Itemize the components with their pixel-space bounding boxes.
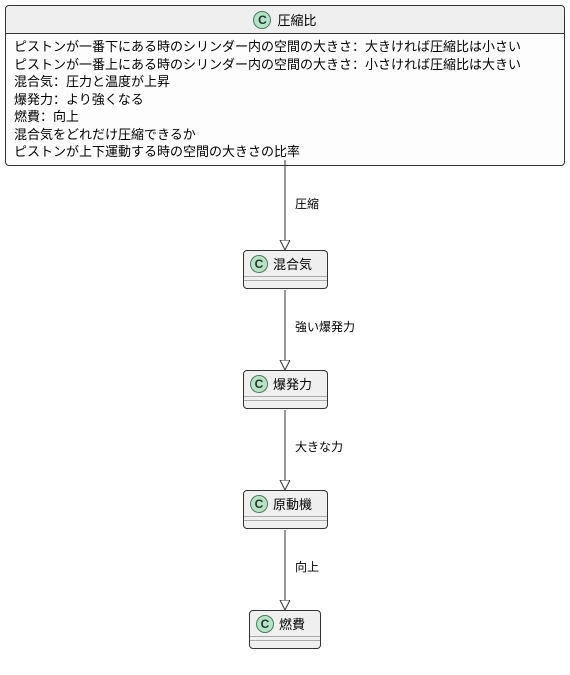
edge-label-2: 大きな力 [295, 438, 343, 455]
class-node-main: C 圧縮比 ピストンが一番下にある時のシリンダー内の空間の大きさ：大きければ圧縮… [5, 5, 565, 166]
class-icon: C [250, 255, 268, 273]
class-node-main-title: 圧縮比 [277, 10, 316, 29]
class-node-n2-title: 爆発力 [273, 374, 312, 393]
class-node-n3-header: C 原動機 [244, 491, 327, 517]
edge-label-3: 向上 [295, 558, 319, 575]
class-node-n4-title: 燃費 [279, 614, 305, 633]
class-node-n4-header: C 燃費 [250, 611, 320, 637]
class-node-n2-header: C 爆発力 [244, 371, 327, 397]
class-node-n3: C 原動機 [243, 490, 328, 529]
class-node-n1: C 混合気 [243, 250, 328, 289]
edge-label-1: 強い爆発力 [295, 318, 355, 335]
class-node-n4: C 燃費 [249, 610, 321, 649]
edge-label-0: 圧縮 [295, 195, 319, 212]
class-icon: C [250, 495, 268, 513]
class-node-main-header: C 圧縮比 [6, 6, 564, 34]
class-icon: C [250, 375, 268, 393]
class-node-main-body: ピストンが一番下にある時のシリンダー内の空間の大きさ：大きければ圧縮比は小さい … [6, 34, 564, 165]
class-node-n1-title: 混合気 [273, 254, 312, 273]
class-icon: C [253, 11, 271, 29]
class-node-n1-header: C 混合気 [244, 251, 327, 277]
class-node-n3-title: 原動機 [273, 494, 312, 513]
class-icon: C [256, 615, 274, 633]
class-node-n2: C 爆発力 [243, 370, 328, 409]
